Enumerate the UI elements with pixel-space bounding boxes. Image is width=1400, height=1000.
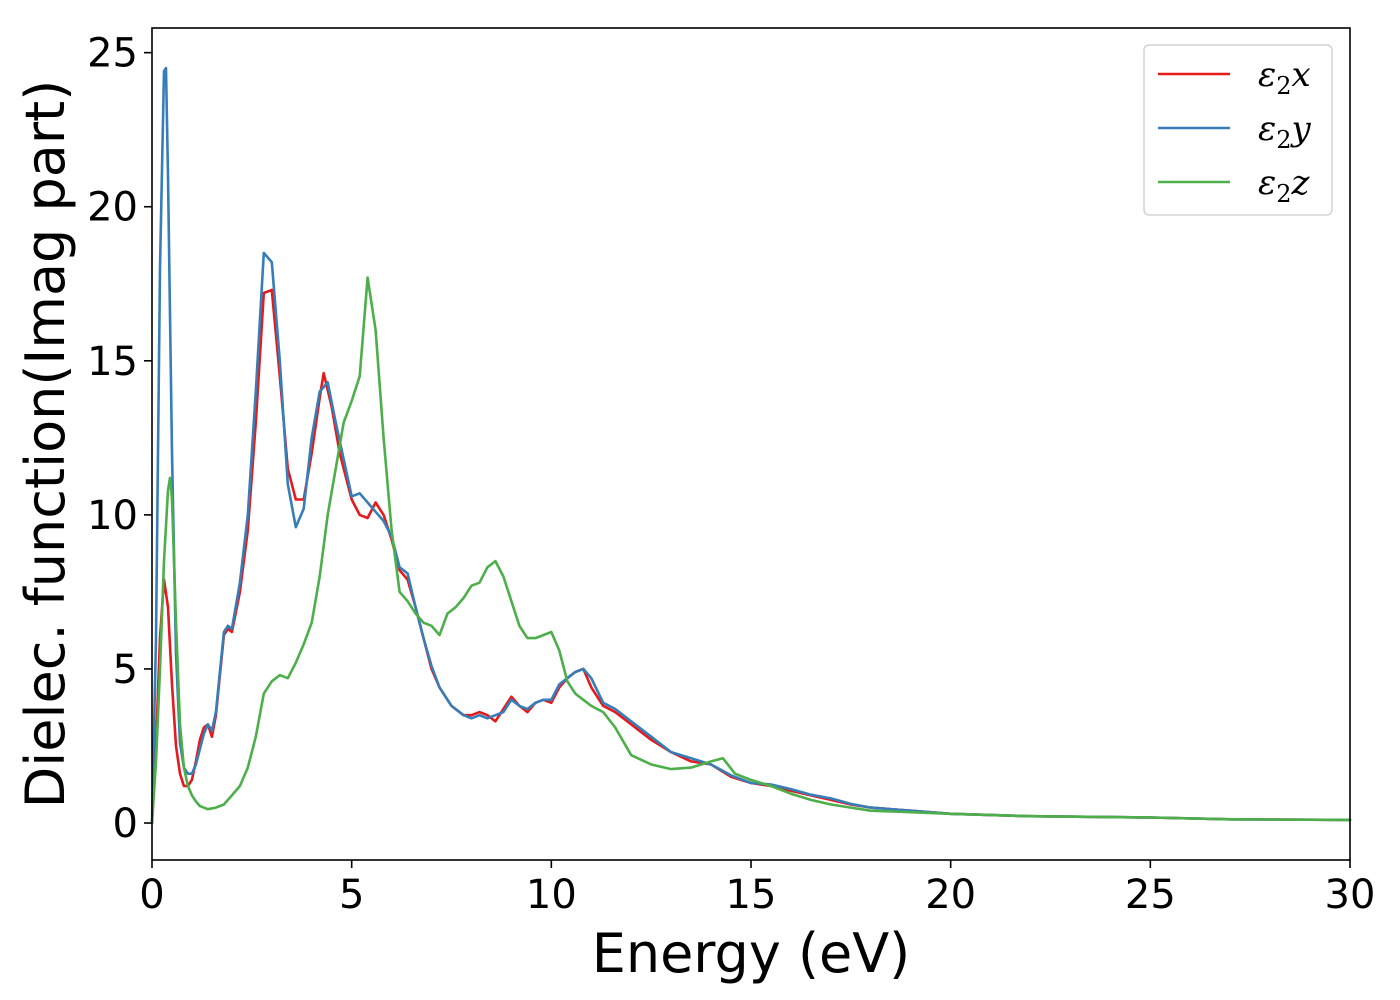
legend-label-y: ε2y [1258, 109, 1312, 154]
x-tick-label: 15 [726, 872, 777, 918]
y-tick-label: 15 [87, 339, 138, 385]
legend-label-x: ε2x [1258, 55, 1311, 100]
x-tick-label: 5 [339, 872, 364, 918]
x-tick-label: 10 [526, 872, 577, 918]
x-tick-label: 20 [925, 872, 976, 918]
y-tick-label: 10 [87, 493, 138, 539]
series-line-z [150, 276, 1352, 825]
x-axis-title: Energy (eV) [592, 922, 911, 985]
y-axis-title: Dielec. function(Imag part) [14, 80, 77, 809]
legend-label-z: ε2z [1258, 163, 1311, 208]
x-tick-label: 25 [1125, 872, 1176, 918]
legend-box [1143, 44, 1333, 216]
y-axis-ticks: 0 5 10 15 20 25 [87, 31, 152, 847]
x-axis-ticks: 0 5 10 15 20 25 30 [139, 860, 1375, 918]
y-tick-label: 5 [113, 647, 138, 693]
y-tick-label: 0 [113, 801, 138, 847]
y-tick-label: 25 [87, 31, 138, 77]
legend: ε2x ε2y ε2z [1143, 44, 1333, 216]
x-tick-label: 0 [139, 872, 164, 918]
x-tick-label: 30 [1325, 872, 1376, 918]
series-layer [150, 66, 1352, 825]
y-tick-label: 20 [87, 185, 138, 231]
